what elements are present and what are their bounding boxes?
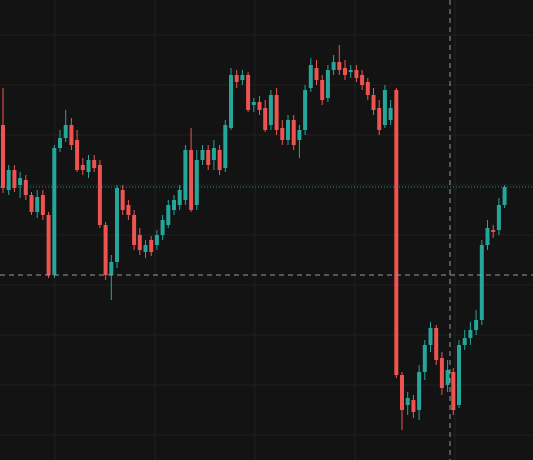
candle-body [52,148,57,275]
candle-body [103,225,108,275]
candle-body [303,90,308,130]
candle-body [451,372,456,410]
candle-body [189,150,194,210]
candle-body [1,125,5,188]
candle-body [18,178,23,185]
candle-body [126,205,131,215]
candle-body [160,220,165,235]
candle-body [6,170,11,190]
candle-body [348,70,353,72]
candle-body [69,125,74,145]
candle-body [92,160,97,168]
candle-body [354,70,359,78]
candle-body [320,80,325,100]
candle-body [166,205,171,225]
candle-body [297,130,302,140]
candle-body [35,197,40,212]
candle-body [331,62,336,70]
candle-body [115,188,119,262]
candle-body [137,235,142,250]
candle-body [206,150,211,165]
candle-body [46,215,51,275]
candle-body [457,345,461,405]
candle-body [251,102,256,105]
candle-body [246,75,251,110]
candle-body [149,240,154,252]
candle-body [86,160,91,172]
candle-body [194,160,199,205]
candle-body [286,120,290,140]
candle-body [223,125,228,168]
candle-body [257,102,262,110]
candle-body [365,82,370,95]
candle-body [200,150,205,160]
candle-body [308,65,313,88]
candle-body [154,235,159,245]
candle-body [240,75,245,80]
candle-body [234,75,239,82]
candle-body [496,205,501,230]
candle-body [280,128,285,140]
candle-body [172,200,176,210]
candle-body [337,62,342,70]
candle-body [229,75,233,128]
candle-body [491,230,496,232]
candle-body [377,108,382,130]
candle-body [217,150,222,170]
candle-body [439,358,444,388]
candle-body [291,120,296,145]
candle-body [80,165,85,170]
candle-body [75,140,80,170]
candle-body [371,95,376,110]
candle-body [485,228,490,245]
candle-body [40,195,45,215]
candle-body [445,370,450,385]
candle-body [428,328,433,345]
candle-body [63,125,68,138]
candle-body [263,108,268,130]
candle-body [502,187,507,205]
candle-body [268,95,273,125]
candle-body [434,328,439,360]
candle-body [183,150,188,200]
candle-body [411,400,416,412]
candle-body [120,190,125,210]
candle-body [468,330,473,338]
candle-body [12,170,17,188]
candle-body [405,398,410,405]
candle-body [314,68,319,80]
candle-body [97,165,102,225]
candle-body [177,190,182,205]
candle-body [462,338,467,345]
candle-body [479,245,484,320]
candle-body [394,90,399,375]
candles [1,45,507,430]
candle-body [474,320,479,330]
candle-body [417,372,422,410]
candle-body [143,245,148,252]
candle-body [109,262,114,275]
candle-body [211,148,216,160]
candle-body [343,68,347,75]
candle-body [58,138,62,148]
candle-body [360,75,365,85]
candle-body [132,215,137,245]
candle-body [388,108,393,120]
candle-body [325,70,330,98]
candle-body [382,90,387,125]
candle-body [422,345,427,372]
candle-body [23,180,28,195]
candle-body [29,195,34,212]
candle-body [400,375,404,410]
candle-body [274,95,279,130]
